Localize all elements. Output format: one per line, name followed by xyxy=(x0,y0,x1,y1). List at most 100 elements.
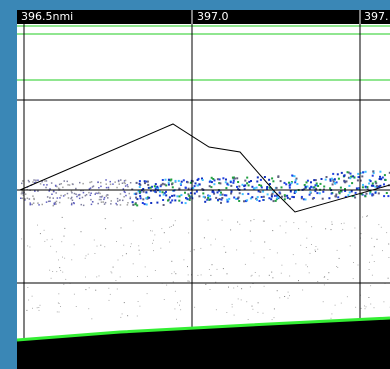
echo-speck xyxy=(123,188,125,190)
echo-speck xyxy=(183,179,185,181)
echo-speck xyxy=(183,259,184,260)
echo-speck xyxy=(147,293,148,294)
echo-speck xyxy=(98,192,100,194)
echo-speck xyxy=(104,197,106,199)
echo-speck xyxy=(144,182,146,184)
echo-speck xyxy=(259,191,261,193)
echo-speck xyxy=(268,197,270,199)
echo-speck xyxy=(187,266,188,267)
echo-speck xyxy=(337,173,339,175)
echo-speck xyxy=(105,228,106,229)
echo-speck xyxy=(232,304,233,305)
echo-speck xyxy=(293,196,295,198)
echo-speck xyxy=(215,239,216,240)
echo-speck xyxy=(53,197,55,199)
echo-speck xyxy=(306,238,307,239)
echo-speck xyxy=(162,191,164,193)
echo-speck xyxy=(110,294,111,295)
echo-speck xyxy=(317,281,318,282)
echo-speck xyxy=(232,177,234,179)
echo-speck xyxy=(85,258,86,259)
echo-speck xyxy=(110,184,112,186)
echo-speck xyxy=(232,306,233,307)
echo-speck xyxy=(217,199,219,201)
echo-speck xyxy=(75,188,77,190)
echo-speck xyxy=(365,171,367,173)
echo-speck xyxy=(71,192,73,194)
echo-speck xyxy=(220,192,222,194)
echo-speck xyxy=(276,187,278,189)
echo-speck xyxy=(264,257,265,258)
echo-speck xyxy=(338,178,340,180)
echo-speck xyxy=(127,186,129,188)
echo-speck xyxy=(386,192,388,194)
echo-speck xyxy=(152,243,153,244)
echo-speck xyxy=(244,180,246,182)
echo-speck xyxy=(280,180,282,182)
echo-speck xyxy=(356,187,358,189)
echo-speck xyxy=(357,179,359,181)
echo-speck xyxy=(365,186,367,188)
echo-speck xyxy=(180,194,182,196)
echo-speck xyxy=(38,204,40,206)
echo-speck xyxy=(147,181,149,183)
echo-speck xyxy=(26,310,27,311)
echo-speck xyxy=(370,304,371,305)
echo-speck xyxy=(20,198,22,200)
echo-speck xyxy=(239,192,241,194)
echo-speck xyxy=(38,307,39,308)
echo-speck xyxy=(370,180,372,182)
echo-speck xyxy=(91,318,92,319)
echo-speck xyxy=(188,195,190,197)
echo-speck xyxy=(202,192,204,194)
echo-speck xyxy=(177,302,178,303)
echo-speck xyxy=(155,183,157,185)
echo-speck xyxy=(172,186,174,188)
echo-speck xyxy=(178,200,180,202)
echo-speck xyxy=(88,308,89,309)
echo-speck xyxy=(241,299,242,300)
echo-speck xyxy=(250,286,251,287)
echo-speck xyxy=(324,284,325,285)
echo-speck xyxy=(163,194,165,196)
echo-speck xyxy=(287,197,289,199)
echo-speck xyxy=(54,204,56,206)
echo-speck xyxy=(150,230,151,231)
echo-speck xyxy=(295,263,296,264)
echo-speck xyxy=(159,195,161,197)
echo-speck xyxy=(290,191,292,193)
echo-speck xyxy=(230,185,232,187)
echo-speck xyxy=(327,279,328,280)
echo-speck xyxy=(138,245,139,246)
echo-speck xyxy=(129,193,131,195)
echo-speck xyxy=(225,252,226,253)
echo-speck xyxy=(64,180,66,182)
echo-speck xyxy=(29,198,31,200)
echo-speck xyxy=(365,308,366,309)
echo-speck xyxy=(21,183,23,185)
echo-speck xyxy=(244,184,246,186)
echo-speck xyxy=(334,195,336,197)
echo-speck xyxy=(163,204,165,206)
echo-speck xyxy=(276,197,278,199)
echo-speck xyxy=(364,305,365,306)
echo-speck xyxy=(73,203,75,205)
echo-speck xyxy=(166,285,167,286)
echo-speck xyxy=(304,184,306,186)
echo-speck xyxy=(284,296,285,297)
echo-speck xyxy=(289,276,290,277)
echo-speck xyxy=(250,180,252,182)
echo-speck xyxy=(212,191,214,193)
echo-speck xyxy=(325,228,326,229)
echo-speck xyxy=(264,286,265,287)
echo-speck xyxy=(196,191,198,193)
echo-speck xyxy=(295,179,297,181)
echo-speck xyxy=(189,197,191,199)
echo-speck xyxy=(37,190,39,192)
echo-speck xyxy=(164,183,166,185)
echo-speck xyxy=(139,254,140,255)
echo-speck xyxy=(125,195,127,197)
echo-speck xyxy=(269,275,270,276)
echo-speck xyxy=(179,195,181,197)
echo-speck xyxy=(270,198,272,200)
